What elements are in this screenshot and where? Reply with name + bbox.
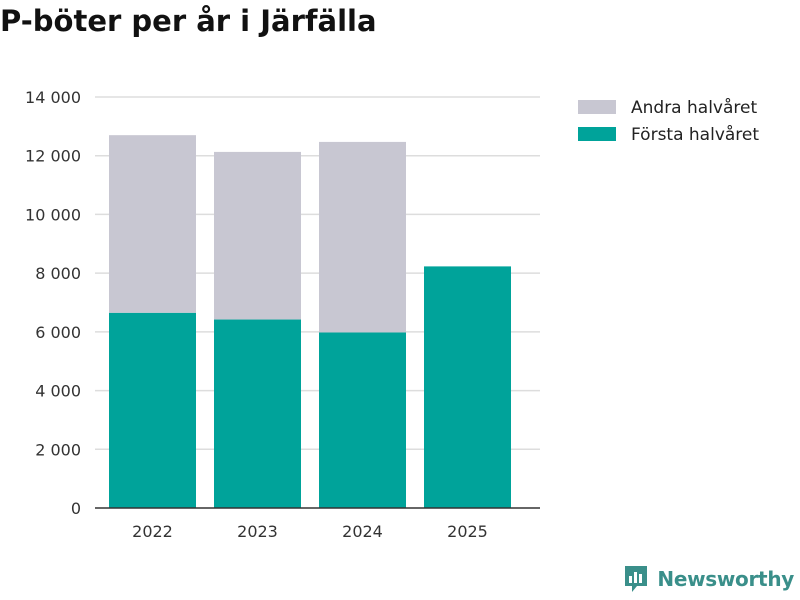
legend-swatch — [578, 127, 616, 141]
bar-first-half-2024 — [319, 332, 406, 508]
brand-logo: Newsworthy — [623, 564, 794, 594]
chart-title: P-böter per år i Järfälla — [0, 4, 377, 38]
bar-second-half-2024 — [319, 141, 406, 333]
x-tick-label: 2025 — [447, 522, 488, 541]
y-tick-label: 0 — [71, 499, 81, 518]
bar-first-half-2023 — [214, 319, 301, 508]
bar-first-half-2025 — [424, 266, 511, 508]
legend-label: Första halvåret — [631, 124, 759, 145]
newsworthy-logo-icon — [625, 566, 648, 592]
bar-second-half-2022 — [109, 135, 196, 313]
y-tick-label: 6 000 — [35, 323, 81, 342]
y-tick-label: 2 000 — [35, 440, 81, 459]
y-tick-label: 12 000 — [25, 147, 81, 166]
x-tick-label: 2023 — [237, 522, 278, 541]
x-tick-label: 2024 — [342, 522, 383, 541]
y-tick-label: 10 000 — [25, 205, 81, 224]
bar-second-half-2023 — [214, 151, 301, 320]
bar-first-half-2022 — [109, 312, 196, 508]
legend-label: Andra halvåret — [631, 97, 757, 118]
x-tick-label: 2022 — [132, 522, 173, 541]
legend-swatch — [578, 100, 616, 114]
y-tick-label: 4 000 — [35, 382, 81, 401]
y-tick-label: 8 000 — [35, 264, 81, 283]
brand-name: Newsworthy — [657, 567, 794, 591]
y-tick-label: 14 000 — [25, 88, 81, 107]
